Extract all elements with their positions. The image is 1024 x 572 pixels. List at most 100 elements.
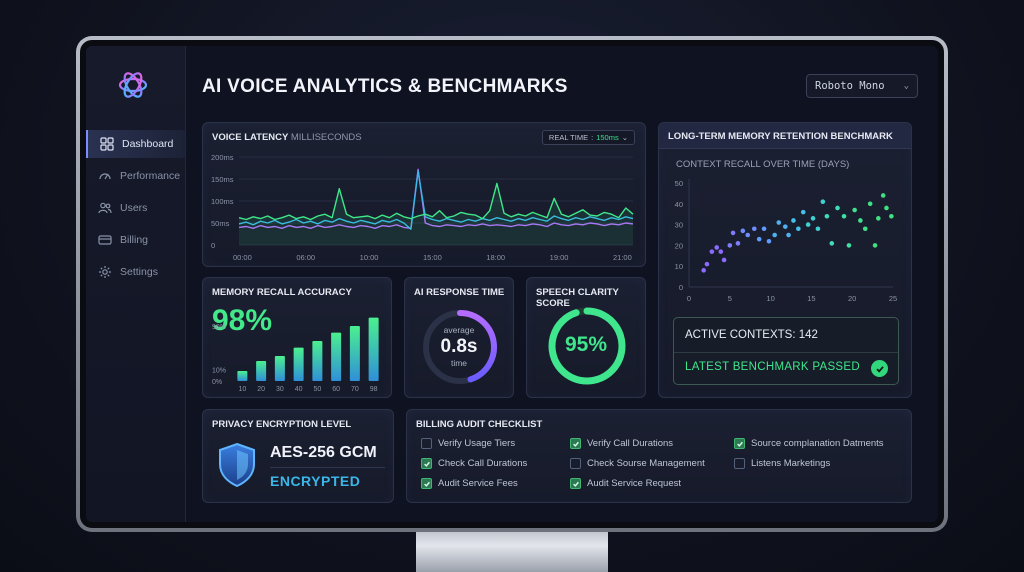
speech-clarity-title: SPEECH CLARITY SCORE — [536, 287, 619, 309]
checklist-item-label: Source complanation Datments — [751, 438, 884, 449]
scatter-point — [810, 216, 816, 221]
sidebar-item-performance[interactable]: Performance — [86, 162, 185, 190]
response-time-gauge — [423, 310, 497, 384]
scatter-point — [761, 226, 767, 232]
scatter-point — [735, 241, 741, 246]
recall-bar — [293, 347, 304, 381]
sidebar-item-users[interactable]: Users — [86, 194, 185, 222]
sidebar-item-dashboard[interactable]: Dashboard — [86, 130, 185, 158]
sidebar-item-label: Billing — [120, 234, 149, 246]
app-logo-icon — [118, 72, 148, 98]
scatter-point — [701, 268, 706, 273]
encryption-algorithm: AES-256 GCM — [270, 444, 377, 461]
checklist-item-label: Audit Service Request — [587, 478, 681, 489]
y-tick-label: 0 — [211, 241, 215, 250]
monitor-stand — [416, 528, 608, 572]
chevron-down-icon: ⌄ — [903, 81, 909, 91]
y-tick-label: 30 — [675, 221, 683, 230]
x-tick-label: 15:00 — [423, 253, 442, 262]
x-tick-label: 20 — [257, 386, 265, 393]
checkbox-checked[interactable] — [421, 478, 432, 489]
x-tick-label: 30 — [276, 386, 284, 393]
y-tick-label: 0 — [679, 283, 683, 292]
checklist-item-label: Check Call Durations — [438, 458, 528, 469]
voice-latency-chart: 200ms 150ms 100ms 50ms 0 00:00 06:00 10:00 15:00… — [211, 153, 634, 262]
scatter-point — [709, 249, 715, 254]
y-tick-label: 50 — [675, 179, 683, 188]
memory-recall-value: 98% — [212, 304, 273, 337]
active-contexts: ACTIVE CONTEXTS: 142 — [685, 329, 818, 341]
checklist-item[interactable]: Verify Usage Tiers — [421, 438, 515, 449]
sidebar-item-label: Dashboard — [122, 138, 174, 150]
sidebar-item-billing[interactable]: Billing — [86, 226, 185, 254]
check-icon — [572, 441, 579, 447]
privacy-title: PRIVACY ENCRYPTION LEVEL — [212, 419, 352, 430]
scatter-point — [727, 243, 733, 248]
checkbox-checked[interactable] — [570, 438, 581, 449]
x-tick-label: 25 — [889, 294, 897, 303]
memory-recall-title: MEMORY RECALL ACCURACY — [212, 287, 352, 298]
x-tick-label: 00:00 — [233, 253, 252, 262]
latency-series-line — [238, 170, 634, 230]
recall-bar — [331, 332, 342, 381]
scatter-point — [718, 249, 724, 254]
checklist-item[interactable]: Check Sourse Management — [570, 458, 705, 469]
checklist-item[interactable]: Listens Marketings — [734, 458, 830, 469]
scatter-point — [820, 199, 826, 205]
x-tick-label: 98 — [370, 386, 378, 393]
scatter-point — [846, 243, 852, 248]
y-tick-label: 20 — [675, 241, 683, 250]
x-tick-label: 0 — [687, 294, 691, 303]
billing-title: BILLING AUDIT CHECKLIST — [416, 419, 543, 430]
checklist-item[interactable]: Audit Service Fees — [421, 478, 518, 489]
sidebar-item-settings[interactable]: Settings — [86, 258, 185, 286]
latency-series-line — [238, 168, 634, 230]
checklist-item-label: Listens Marketings — [751, 458, 831, 469]
x-tick-label: 18:00 — [486, 253, 505, 262]
x-tick-label: 10 — [238, 386, 246, 393]
checklist-item[interactable]: Audit Service Request — [570, 478, 681, 489]
speech-clarity-gauge — [548, 307, 626, 385]
checklist-item[interactable]: Verify Call Durations — [570, 438, 673, 449]
realtime-range-select[interactable]: REAL TIME : 150ms ⌄ — [541, 130, 635, 145]
checklist-item-label: Verify Call Durations — [587, 438, 674, 449]
checkbox-checked[interactable] — [421, 458, 432, 469]
scatter-point — [876, 216, 881, 221]
x-tick-label: 50 — [313, 386, 321, 393]
recall-bar — [274, 356, 285, 381]
checklist-item[interactable]: Source complanation Datments — [734, 438, 884, 449]
retention-title: LONG-TERM MEMORY RETENTION BENCHMARK — [668, 131, 893, 142]
encryption-status: ENCRYPTED — [270, 473, 361, 489]
screen: Dashboard Performance Users Billing Settings… — [80, 40, 944, 528]
scatter-point — [815, 226, 821, 232]
scatter-point — [867, 201, 873, 207]
scatter-point — [824, 213, 830, 219]
checkbox-unchecked[interactable] — [570, 458, 581, 469]
x-tick-label: 19:00 — [550, 253, 569, 262]
benchmark-status-box: ACTIVE CONTEXTS: 142 LATEST BENCHMARK PA… — [673, 317, 899, 385]
response-time-value: 0.8s — [440, 336, 478, 357]
checklist-item-label: Verify Usage Tiers — [438, 438, 516, 449]
x-tick-label: 70 — [351, 386, 359, 393]
y-tick-label: 0% — [212, 379, 222, 386]
checkbox-checked[interactable] — [570, 478, 581, 489]
checkbox-unchecked[interactable] — [421, 438, 432, 449]
checkbox-checked[interactable] — [734, 438, 745, 449]
y-tick-label: 40 — [675, 200, 683, 209]
check-icon — [572, 481, 579, 487]
privacy-encryption-card: PRIVACY ENCRYPTION LEVEL AES-256 GCM ENC… — [202, 409, 394, 503]
checklist-item[interactable]: Check Call Durations — [421, 458, 527, 469]
scatter-point — [841, 213, 847, 219]
range-value: 150ms — [596, 133, 619, 142]
font-select[interactable]: Roboto Mono ⌄ — [806, 74, 918, 98]
speech-clarity-card: SPEECH CLARITY SCORE 95% — [526, 277, 646, 398]
recall-bar — [349, 326, 360, 381]
chevron-down-icon: ⌄ — [621, 133, 628, 142]
y-tick-label: 200ms — [211, 153, 234, 162]
scatter-point — [766, 238, 772, 244]
y-tick-label: 10% — [212, 367, 226, 374]
x-tick-label: 21:00 — [613, 253, 632, 262]
checkbox-unchecked[interactable] — [734, 458, 745, 469]
sidebar-nav: Dashboard Performance Users Billing Settings — [86, 130, 185, 290]
recall-bar — [237, 371, 248, 381]
